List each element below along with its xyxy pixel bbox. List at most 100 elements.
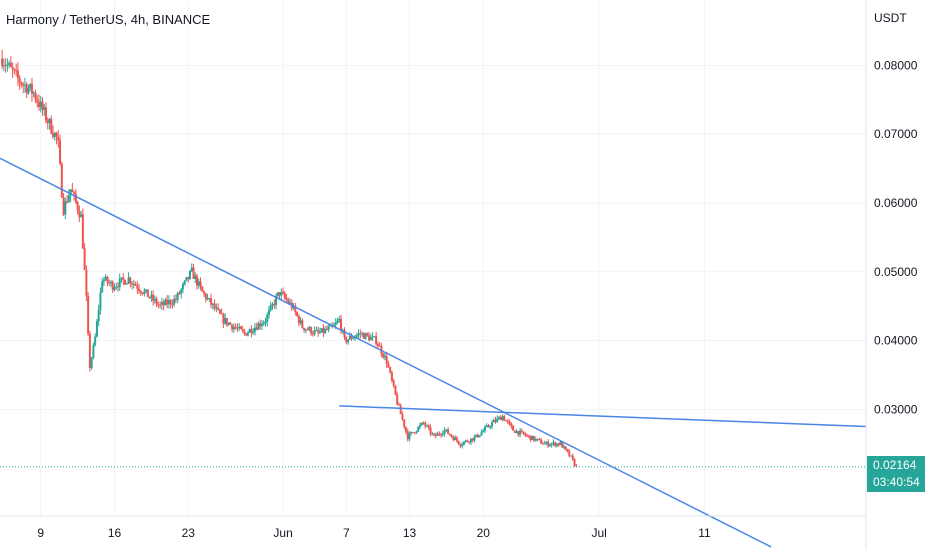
candle-body bbox=[162, 302, 165, 306]
candle-body bbox=[74, 193, 77, 203]
candle-body bbox=[469, 438, 472, 443]
candle-body bbox=[361, 333, 364, 335]
candle-body bbox=[299, 320, 302, 324]
candle-body bbox=[396, 394, 399, 405]
candle-body bbox=[262, 322, 265, 325]
candle-body bbox=[301, 320, 304, 329]
candle-body bbox=[81, 214, 84, 249]
candle-body bbox=[522, 431, 525, 434]
candle-body bbox=[338, 318, 341, 321]
candle-body bbox=[347, 339, 350, 343]
candle-body bbox=[43, 107, 46, 110]
candle-body bbox=[473, 436, 476, 441]
candle-body bbox=[404, 426, 407, 432]
candle-body bbox=[217, 307, 220, 310]
candle-body bbox=[324, 328, 327, 333]
candle-body bbox=[310, 327, 313, 334]
axes bbox=[0, 0, 867, 550]
candle-body bbox=[152, 294, 155, 301]
candle-body bbox=[159, 304, 162, 306]
x-tick-label: 11 bbox=[698, 526, 711, 540]
candle-body bbox=[23, 84, 26, 86]
y-tick-label: 0.07000 bbox=[874, 127, 918, 141]
chart-title: Harmony / TetherUS, 4h, BINANCE bbox=[6, 12, 211, 27]
candle-body bbox=[111, 281, 114, 290]
candle-body bbox=[362, 333, 365, 339]
candle-body bbox=[508, 421, 511, 424]
candle-body bbox=[199, 281, 202, 287]
candle-body bbox=[260, 324, 263, 327]
candle-body bbox=[483, 427, 486, 431]
candle-body bbox=[2, 65, 5, 67]
candle-body bbox=[554, 442, 557, 446]
candle-body bbox=[243, 330, 246, 334]
candle-body bbox=[334, 322, 337, 326]
candle-body bbox=[399, 405, 402, 415]
candle-body bbox=[448, 433, 451, 436]
candle-body bbox=[413, 432, 416, 434]
candle-body bbox=[139, 291, 142, 293]
candle-body bbox=[229, 322, 232, 325]
candle-body bbox=[113, 287, 116, 290]
candle-body bbox=[1, 58, 4, 67]
candle-body bbox=[406, 431, 409, 440]
candle-body bbox=[297, 315, 300, 324]
candle-body bbox=[397, 404, 400, 406]
candle-body bbox=[318, 332, 321, 334]
candle-body bbox=[540, 439, 543, 444]
candle-body bbox=[52, 133, 55, 137]
candles bbox=[1, 49, 578, 467]
candle-body bbox=[385, 355, 388, 364]
candle-body bbox=[215, 307, 218, 309]
candle-body bbox=[559, 442, 562, 446]
candle-body bbox=[276, 292, 279, 296]
candle-body bbox=[573, 459, 576, 466]
support-trendline[interactable] bbox=[339, 405, 867, 428]
candle-body bbox=[245, 333, 248, 336]
candle-body bbox=[515, 431, 518, 433]
candle-body bbox=[325, 328, 328, 330]
candle-body bbox=[15, 69, 18, 71]
candle-body bbox=[570, 455, 573, 457]
candle-body bbox=[345, 337, 348, 343]
axis-unit-label: USDT bbox=[874, 11, 907, 25]
candle-body bbox=[197, 281, 200, 286]
candle-body bbox=[8, 62, 11, 65]
candle-body bbox=[510, 423, 513, 426]
candle-body bbox=[62, 197, 65, 215]
candle-body bbox=[116, 286, 119, 288]
candle-body bbox=[557, 443, 560, 446]
candle-body bbox=[34, 92, 37, 100]
candle-body bbox=[48, 118, 51, 123]
candle-body bbox=[390, 372, 393, 381]
candle-body bbox=[364, 333, 367, 339]
candle-body bbox=[450, 435, 453, 437]
candle-body bbox=[211, 303, 214, 305]
price-axis[interactable]: 0.03000 0.04000 0.05000 0.06000 0.07000 0.080… bbox=[874, 58, 918, 416]
candle-body bbox=[143, 291, 146, 294]
candle-body bbox=[296, 312, 299, 316]
candle-body bbox=[419, 425, 422, 427]
candle-body bbox=[104, 276, 107, 280]
candle-body bbox=[443, 429, 446, 434]
candle-body bbox=[188, 271, 191, 279]
candle-body bbox=[134, 283, 137, 286]
candle-body bbox=[37, 102, 40, 108]
candle-body bbox=[462, 441, 465, 445]
candle-body bbox=[373, 336, 376, 338]
candle-body bbox=[459, 444, 462, 446]
candle-body bbox=[378, 345, 381, 347]
candle-body bbox=[403, 419, 406, 427]
candle-body bbox=[489, 426, 492, 428]
candle-body bbox=[322, 328, 325, 333]
descending-trendline[interactable] bbox=[0, 157, 772, 548]
time-axis[interactable]: 9 16 23 Jun 7 13 20 Jul 11 bbox=[37, 526, 711, 540]
candle-body bbox=[222, 313, 225, 324]
candle-body bbox=[543, 443, 546, 445]
candle-body bbox=[30, 83, 33, 94]
candle-body bbox=[67, 195, 70, 203]
candle-body bbox=[150, 294, 153, 298]
candle-body bbox=[285, 297, 288, 301]
candle-body bbox=[231, 324, 234, 330]
